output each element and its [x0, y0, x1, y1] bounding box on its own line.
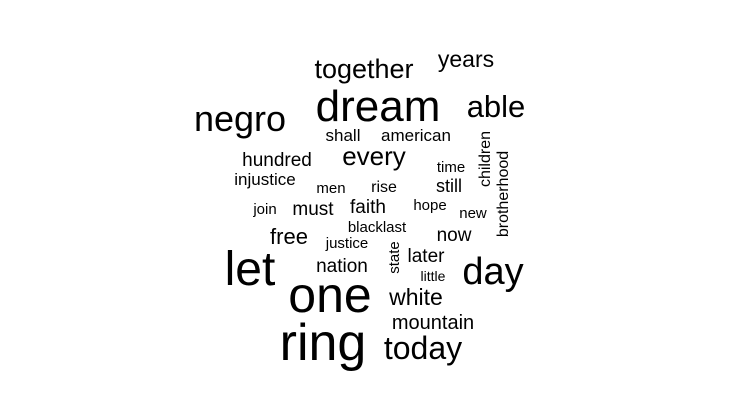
word-mountain: mountain — [391, 312, 475, 334]
word-one: one — [288, 267, 372, 323]
word-faith: faith — [350, 196, 386, 218]
word-white: white — [389, 283, 443, 310]
word-let: let — [224, 243, 276, 296]
word-shall: shall — [325, 125, 361, 145]
word-children: children — [477, 130, 494, 188]
word-state: state — [385, 240, 403, 274]
word-years: years — [437, 45, 495, 72]
word-still: still — [436, 176, 462, 196]
word-together: together — [314, 53, 414, 84]
word-now: now — [436, 224, 472, 246]
word-brotherhood: brotherhood — [494, 150, 512, 238]
word-rise: rise — [371, 179, 397, 196]
word-later: later — [407, 245, 445, 267]
word-join: join — [253, 200, 277, 218]
word-today: today — [383, 330, 463, 366]
word-free: free — [270, 224, 308, 249]
word-time: time — [436, 158, 466, 176]
word-american: american — [381, 125, 451, 145]
word-little: little — [420, 268, 446, 284]
word-hundred: hundred — [242, 149, 312, 171]
word-day: day — [462, 251, 524, 293]
word-nation: nation — [316, 255, 368, 277]
word-hope: hope — [413, 196, 447, 214]
word-new: new — [459, 204, 487, 222]
word-ring: ring — [279, 314, 367, 372]
word-negro: negro — [193, 98, 287, 139]
word-must: must — [292, 198, 334, 220]
word-able: able — [466, 88, 526, 124]
word-injustice: injustice — [234, 169, 296, 189]
word-justice: justice — [325, 234, 369, 252]
word-every: every — [342, 141, 406, 171]
word-men: men — [316, 179, 346, 197]
word-blacklast: blacklast — [347, 218, 407, 236]
word-dream: dream — [315, 82, 441, 131]
